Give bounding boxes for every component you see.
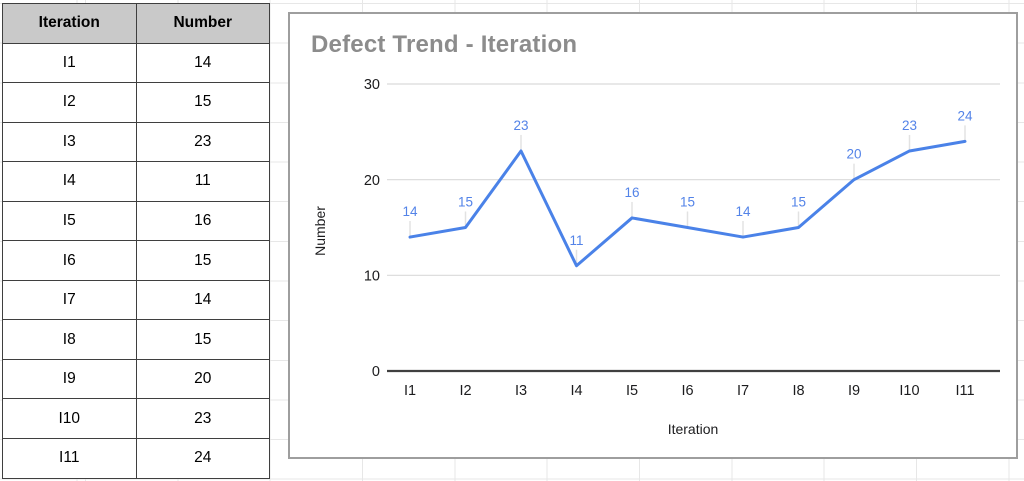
- x-tick-label: I2: [459, 383, 471, 399]
- table-row: I4 11: [2, 161, 270, 202]
- y-tick-label: 0: [372, 364, 380, 380]
- cell-number[interactable]: 20: [135, 358, 270, 400]
- data-point-label: 15: [458, 195, 473, 210]
- x-tick-label: I9: [848, 383, 860, 399]
- col-header-number[interactable]: Number: [135, 3, 270, 44]
- cell-iteration[interactable]: I1: [2, 42, 137, 84]
- table-row: I9 20: [2, 358, 270, 400]
- cell-iteration[interactable]: I11: [2, 438, 137, 479]
- data-point-label: 16: [624, 185, 639, 200]
- chart-card[interactable]: 0 10 20 30 I1 I2 I3 I4 I5 I6 I7 I8 I9 I10 I11 14 15 23 11 1…: [288, 12, 1018, 459]
- trend-line: [408, 139, 967, 268]
- data-point-label: 20: [846, 147, 861, 162]
- cell-iteration[interactable]: I4: [2, 161, 137, 202]
- table-row: I1 14: [2, 42, 270, 84]
- cell-number[interactable]: 23: [135, 121, 270, 163]
- data-point-label: 14: [402, 204, 418, 219]
- x-axis-title: Iteration: [668, 421, 719, 437]
- table-row: I11 24: [2, 438, 270, 479]
- data-point-label: 15: [680, 195, 695, 210]
- cell-iteration[interactable]: I5: [2, 200, 137, 242]
- x-tick-label: I6: [681, 383, 693, 399]
- data-point-label: 11: [569, 233, 583, 248]
- data-point-label: 15: [791, 195, 806, 210]
- cell-number[interactable]: 15: [135, 319, 270, 360]
- cell-number[interactable]: 14: [135, 279, 270, 321]
- data-point-label: 23: [513, 118, 528, 133]
- cell-iteration[interactable]: I2: [2, 82, 137, 123]
- cell-number[interactable]: 16: [135, 200, 270, 242]
- col-header-iteration[interactable]: Iteration: [2, 3, 137, 44]
- x-tick-label: I4: [570, 383, 582, 399]
- table-row: I7 14: [2, 279, 270, 321]
- cell-number[interactable]: 15: [135, 240, 270, 281]
- y-tick-label: 30: [364, 77, 380, 93]
- cell-iteration[interactable]: I8: [2, 319, 137, 360]
- table-row: I5 16: [2, 200, 270, 242]
- table-header: Iteration Number: [2, 3, 270, 44]
- data-table: Iteration Number I1 14 I2 15 I3 23 I4 11 I5 16 I6 1…: [2, 3, 270, 479]
- x-tick-label: I1: [404, 383, 416, 399]
- cell-iteration[interactable]: I9: [2, 358, 137, 400]
- cell-iteration[interactable]: I7: [2, 279, 137, 321]
- table-body: I1 14 I2 15 I3 23 I4 11 I5 16 I6 15 I7 14 I8 15 I9 20 I10 2…: [2, 42, 270, 479]
- line-chart: 0 10 20 30 I1 I2 I3 I4 I5 I6 I7 I8 I9 I10 I11 14 15 23 11 1…: [312, 77, 1000, 437]
- cell-number[interactable]: 14: [135, 42, 270, 84]
- table-row: I3 23: [2, 121, 270, 163]
- x-tick-label: I11: [955, 383, 974, 399]
- y-tick-label: 10: [364, 269, 380, 285]
- table-row: I8 15: [2, 319, 270, 360]
- x-tick-label: I5: [626, 383, 638, 399]
- x-tick-label: I7: [737, 383, 749, 399]
- cell-number[interactable]: 23: [135, 398, 270, 440]
- table-row: I6 15: [2, 240, 270, 281]
- x-tick-label: I8: [792, 383, 804, 399]
- cell-iteration[interactable]: I6: [2, 240, 137, 281]
- cell-number[interactable]: 11: [135, 161, 270, 202]
- cell-number[interactable]: 24: [135, 438, 270, 479]
- data-point-label: 23: [902, 118, 917, 133]
- y-axis-title: Number: [312, 206, 328, 256]
- cell-iteration[interactable]: I10: [2, 398, 137, 440]
- x-tick-label: I3: [515, 383, 527, 399]
- table-row: I10 23: [2, 398, 270, 440]
- table-row: I2 15: [2, 82, 270, 123]
- x-tick-label: I10: [899, 383, 919, 399]
- table-header-row: Iteration Number: [2, 3, 270, 44]
- y-tick-label: 20: [364, 173, 380, 189]
- cell-iteration[interactable]: I3: [2, 121, 137, 163]
- chart-title: Defect Trend - Iteration: [311, 31, 578, 58]
- data-point-label: 14: [735, 204, 751, 219]
- data-point-label: 24: [957, 108, 973, 123]
- cell-number[interactable]: 15: [135, 82, 270, 123]
